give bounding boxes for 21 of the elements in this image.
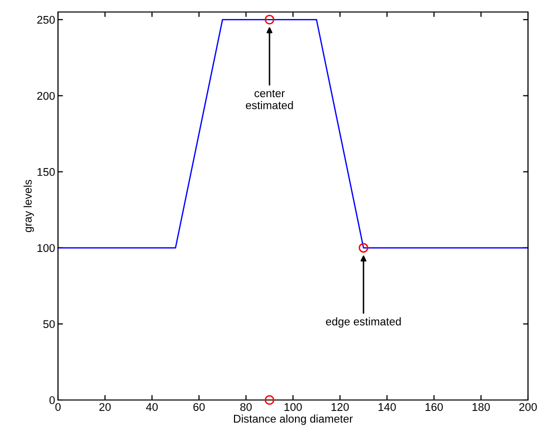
x-tick-label: 40 <box>146 403 158 411</box>
y-tick-label: 100 <box>38 244 55 252</box>
annotation: center estimated <box>246 90 293 110</box>
x-tick-label: 140 <box>378 403 396 411</box>
x-tick-label: 120 <box>332 403 349 411</box>
x-tick-label: 160 <box>426 403 443 411</box>
x-axis-title: Distance along diameter <box>234 414 353 425</box>
annotation: edge estimated <box>326 317 401 328</box>
x-tick-label: 20 <box>99 403 111 411</box>
y-tick-label: 0 <box>49 396 55 404</box>
y-tick-label: 50 <box>43 320 55 328</box>
x-tick-label: 180 <box>472 403 490 411</box>
y-axis-title: gray levels <box>24 180 34 232</box>
y-tick-label: 250 <box>37 16 55 24</box>
y-tick-label: 150 <box>38 168 55 176</box>
x-tick-label: 100 <box>284 403 302 411</box>
x-tick-label: 80 <box>240 403 252 411</box>
x-tick-label: 200 <box>519 403 537 411</box>
x-tick-label: 60 <box>193 403 205 411</box>
x-tick-label: 0 <box>55 403 61 411</box>
y-tick-label: 200 <box>37 92 55 100</box>
